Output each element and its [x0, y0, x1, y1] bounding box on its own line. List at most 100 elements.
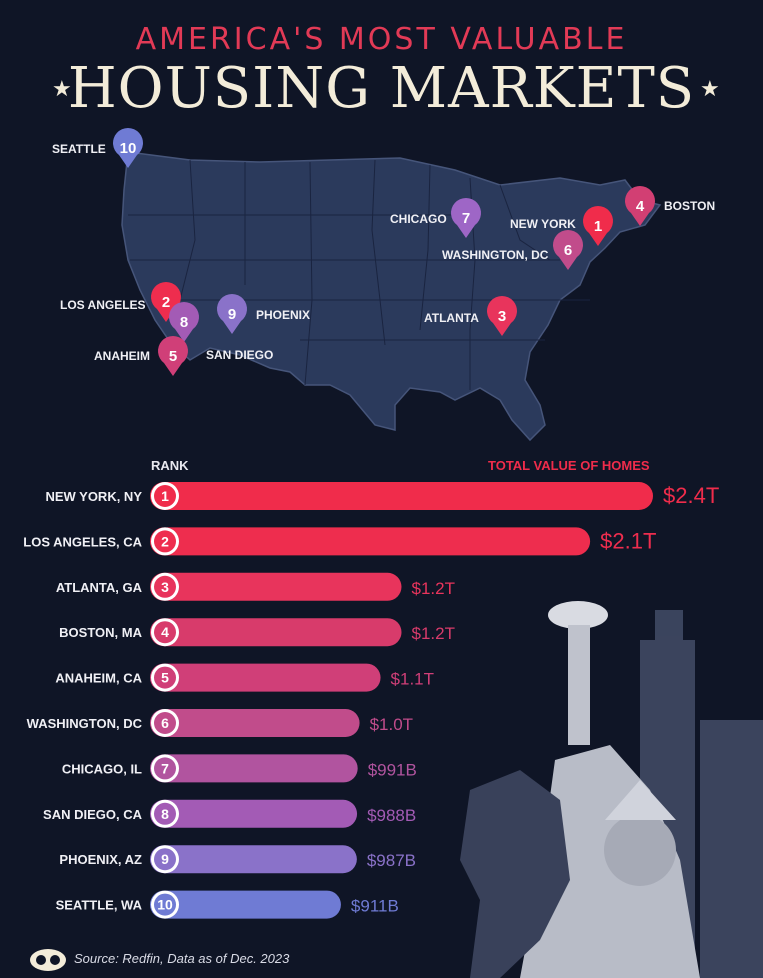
bar-category-label: SEATTLE, WA	[56, 898, 143, 913]
map-pin-label: LOS ANGELES	[60, 298, 146, 312]
map-pin-marker	[553, 230, 584, 270]
bar-row: WASHINGTON, DC 6 $1.0T	[27, 709, 413, 737]
rank-number: 1	[161, 488, 169, 504]
rank-number: 2	[161, 533, 169, 549]
map-pin-label: NEW YORK	[510, 217, 576, 231]
value-header: TOTAL VALUE OF HOMES	[488, 458, 650, 473]
map-pin-marker	[583, 206, 614, 246]
bar	[150, 618, 402, 647]
map-pin-label: CHICAGO	[390, 212, 447, 226]
rank-badge-inner	[154, 757, 176, 780]
map-pin: 5	[158, 336, 189, 376]
bar	[150, 890, 341, 919]
map-pin-rank: 7	[462, 210, 470, 227]
horse-statue-illustration	[460, 770, 570, 978]
bar-value-label: $988B	[367, 806, 416, 825]
map-pin: 8	[169, 302, 199, 342]
rank-number: 8	[161, 806, 169, 822]
map-pin-rank: 1	[594, 218, 602, 235]
rank-number: 9	[161, 851, 169, 867]
rank-badge-inner	[154, 893, 176, 916]
bar-row: ATLANTA, GA 3 $1.2T	[56, 572, 455, 601]
map-pin-label: WASHINGTON, DC	[442, 248, 549, 262]
page-title: HOUSING MARKETS	[67, 56, 696, 121]
map-pin-rank: 2	[162, 294, 170, 311]
rank-badge-inner	[154, 712, 176, 734]
map-pin-marker	[151, 282, 182, 322]
map-pin: 3	[486, 296, 517, 336]
map-pin-rank: 6	[564, 242, 572, 259]
map-pin-label: PHOENIX	[256, 308, 310, 322]
map-pins: 10 SEATTLE 7 CHICAGO 1 NEW YORK 4 BOSTON 6 WASHIN…	[52, 128, 715, 376]
bar-value-label: $1.2T	[412, 579, 455, 598]
bar-row: LOS ANGELES, CA 2 $2.1T	[23, 527, 656, 556]
publisher-logo-icon	[30, 949, 66, 971]
bar	[150, 845, 357, 874]
bar-row: ANAHEIM, CA 5 $1.1T	[55, 663, 434, 692]
bar	[150, 663, 381, 692]
map-pin-rank: 10	[120, 140, 137, 157]
us-map	[121, 151, 662, 442]
rank-number: 3	[161, 579, 169, 595]
bar	[150, 572, 402, 601]
map-pin-label: SAN DIEGO	[206, 348, 273, 362]
bar-category-label: BOSTON, MA	[59, 625, 142, 640]
bar-value-label: $1.1T	[391, 670, 434, 689]
bar-category-label: NEW YORK, NY	[45, 489, 142, 504]
map-pin: 10	[113, 128, 143, 168]
bar-category-label: LOS ANGELES, CA	[23, 534, 142, 549]
bar	[150, 799, 358, 828]
rank-number: 7	[161, 760, 169, 776]
bar-category-label: ATLANTA, GA	[56, 580, 143, 595]
map-pin-rank: 4	[636, 198, 645, 215]
map-pin: 7	[451, 198, 481, 238]
bar	[150, 754, 358, 783]
map-pin-rank: 9	[228, 306, 236, 323]
statue-illustration	[520, 601, 700, 978]
star-icon: ★	[52, 76, 72, 101]
map-pin: 1	[583, 206, 614, 246]
bar-category-label: WASHINGTON, DC	[27, 716, 143, 731]
bar-row: CHICAGO, IL 7 $991B	[62, 754, 417, 783]
rank-header: RANK	[151, 458, 189, 473]
rank-badge-inner	[154, 848, 176, 871]
bar-value-label: $911B	[351, 897, 399, 916]
bar-row: PHOENIX, AZ 9 $987B	[59, 845, 416, 874]
map-pin-label: ANAHEIM	[94, 349, 150, 363]
map-pin-marker	[217, 294, 247, 334]
rank-badge-inner	[154, 666, 176, 689]
bar-value-label: $2.1T	[600, 528, 656, 553]
map-pin: 4	[625, 186, 655, 226]
map-pin-label: SEATTLE	[52, 142, 106, 156]
bar	[150, 482, 653, 510]
bar-row: NEW YORK, NY 1 $2.4T	[45, 482, 719, 510]
bar	[150, 709, 360, 737]
bar-row: SAN DIEGO, CA 8 $988B	[43, 799, 416, 828]
rank-number: 4	[161, 624, 169, 640]
bar-value-label: $987B	[367, 851, 416, 870]
map-pin-marker	[169, 302, 199, 342]
map-pin-marker	[158, 336, 189, 376]
rank-badge-inner	[154, 575, 176, 598]
star-icon: ★	[700, 76, 720, 101]
bar-category-label: CHICAGO, IL	[62, 761, 142, 776]
map-pin-rank: 3	[498, 308, 506, 325]
map-pin-label: BOSTON	[664, 199, 715, 213]
map-pin: 2	[151, 282, 182, 322]
bar-category-label: ANAHEIM, CA	[55, 671, 142, 686]
map-pin-rank: 8	[180, 314, 188, 331]
rank-badge-inner	[154, 621, 176, 644]
map-pin-marker	[625, 186, 655, 226]
rank-number: 10	[157, 897, 173, 913]
bar-row: SEATTLE, WA 10 $911B	[56, 890, 399, 919]
source-note: Source: Redfin, Data as of Dec. 2023	[74, 951, 290, 966]
bar	[150, 527, 591, 556]
bar-category-label: SAN DIEGO, CA	[43, 807, 143, 822]
bar-chart: RANK TOTAL VALUE OF HOMES NEW YORK, NY 1 $…	[23, 458, 719, 919]
rank-badge-inner	[154, 802, 176, 825]
rank-number: 5	[161, 670, 169, 686]
rank-badge-inner	[154, 485, 176, 507]
map-pin-marker	[486, 296, 517, 336]
bar-category-label: PHOENIX, AZ	[59, 852, 142, 867]
map-pin-marker	[451, 198, 481, 238]
